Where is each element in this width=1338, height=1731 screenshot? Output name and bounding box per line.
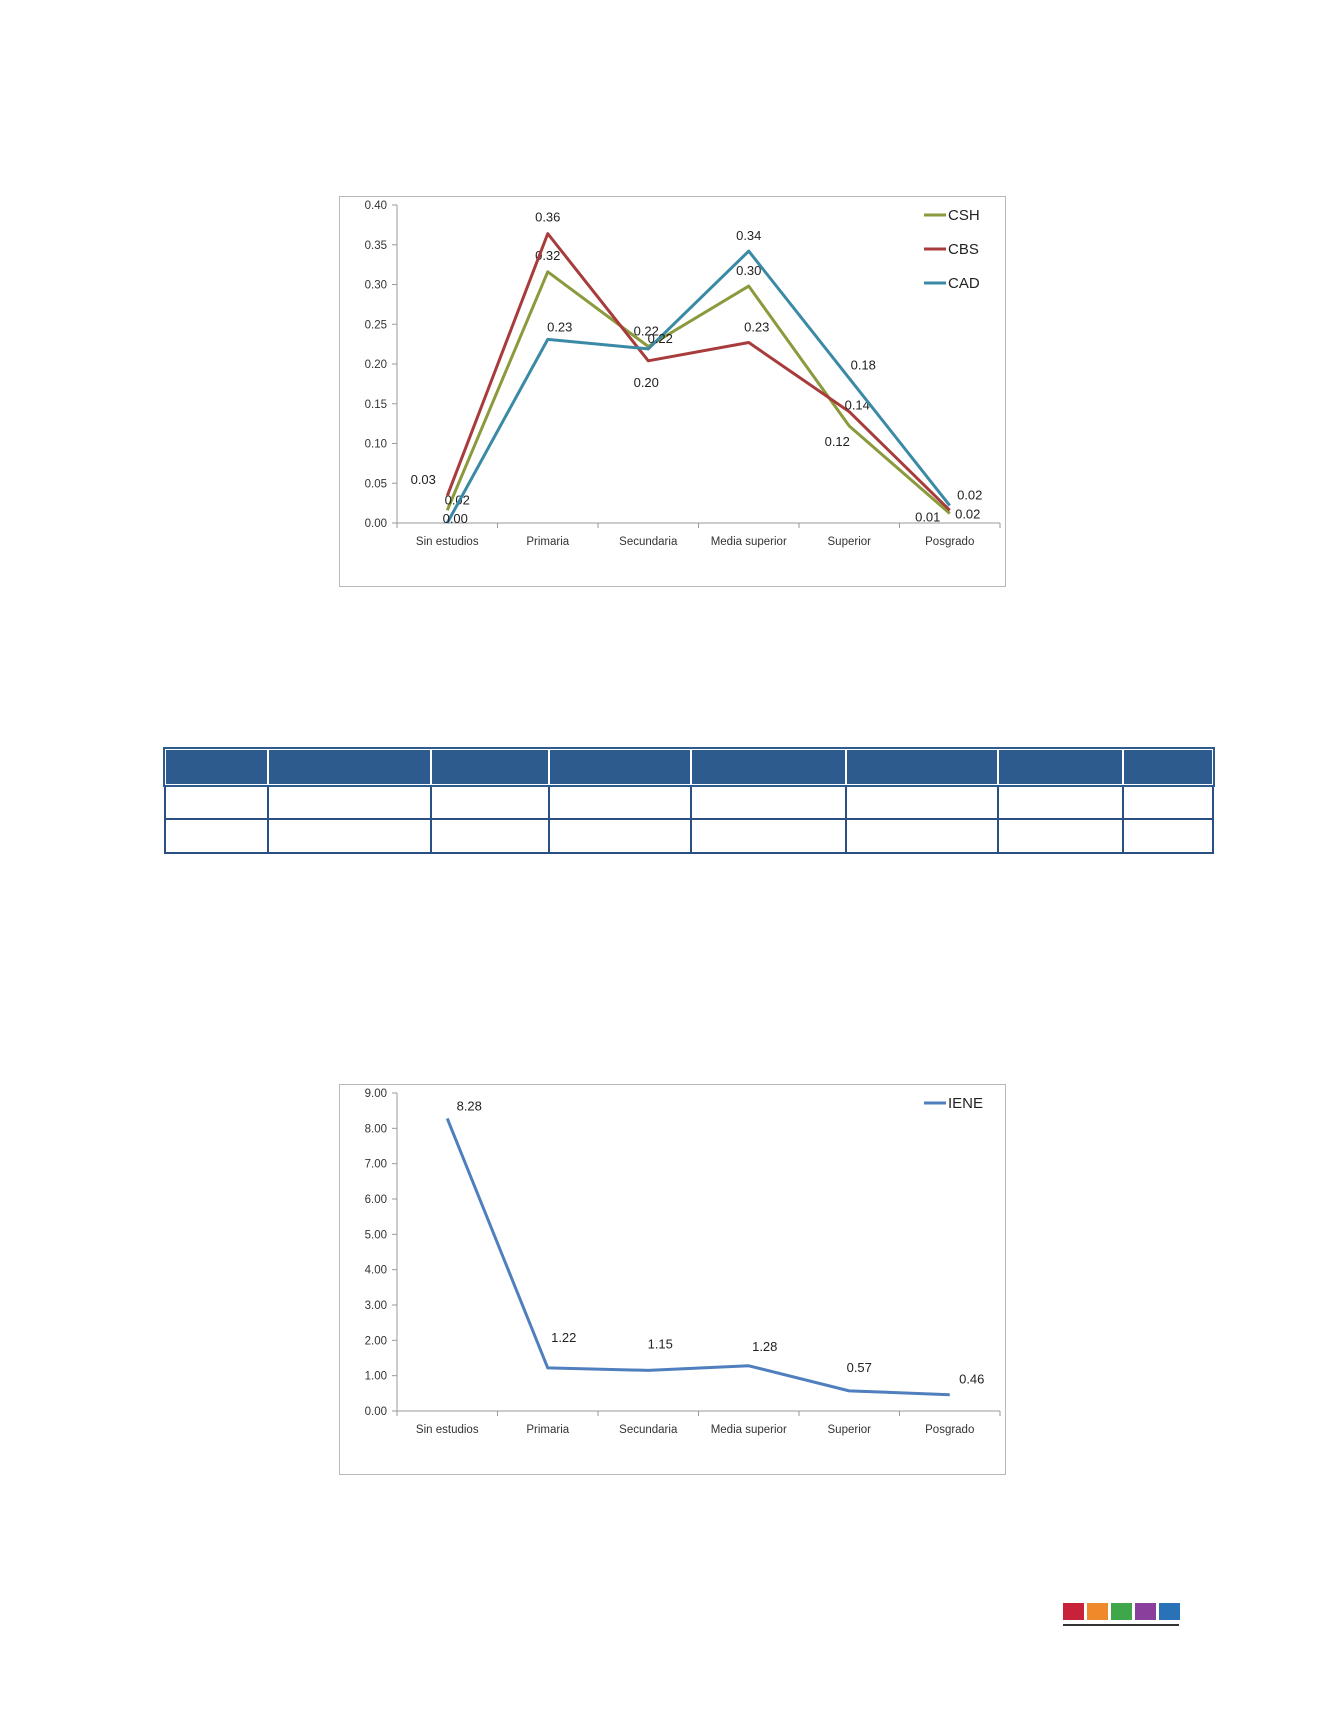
x-tick-label: Posgrado: [925, 1424, 974, 1436]
data-label: 0.12: [825, 434, 850, 449]
footer-color-block: [1087, 1603, 1108, 1620]
data-label: 0.02: [957, 488, 982, 503]
table-cell: [430, 784, 550, 820]
table-cell: [548, 784, 692, 820]
y-tick-label: 1.00: [365, 1371, 387, 1383]
header-cell: [548, 748, 692, 786]
education-chart-csh-cbs-cad: 0.00 0.05 0.10 0.15 0.20 0.25 0.30 0.35 0.40 Sin …: [339, 196, 1006, 587]
data-label: 0.00: [443, 511, 468, 526]
table-header-row: [163, 747, 1215, 787]
y-tick-label: 0.30: [365, 280, 387, 292]
x-tick-label: Sin estudios: [416, 536, 479, 548]
x-tick-label: Media superior: [711, 536, 787, 548]
table-cell: [164, 818, 269, 854]
legend-label: CSH: [948, 207, 980, 224]
y-tick-label: 0.05: [365, 478, 387, 490]
series-line-iene: [445, 1117, 950, 1397]
footer-color-block: [1111, 1603, 1132, 1620]
header-cell: [997, 748, 1124, 786]
data-label: 8.28: [457, 1098, 482, 1113]
footer-color-block: [1135, 1603, 1156, 1620]
x-tick-label: Media superior: [711, 1424, 787, 1436]
x-tick-label: Sin estudios: [416, 1424, 479, 1436]
y-tick-label: 5.00: [365, 1229, 387, 1241]
table-cell: [430, 818, 550, 854]
y-tick-label: 3.00: [365, 1300, 387, 1312]
iene-chart: 0.00 1.00 2.00 3.00 4.00 5.00 6.00 7.00 8.00 9.00…: [339, 1084, 1006, 1475]
legend-label: CBS: [948, 241, 979, 258]
y-tick-label: 0.15: [365, 399, 387, 411]
series-line-csh: [445, 270, 951, 515]
data-label: 0.02: [955, 506, 980, 521]
y-tick-label: 0.25: [365, 319, 387, 331]
data-label: 0.23: [744, 320, 769, 335]
y-tick-label: 0.00: [365, 1406, 387, 1418]
x-tick-label: Posgrado: [925, 536, 974, 548]
table-cell: [690, 784, 847, 820]
data-label: 0.22: [648, 331, 673, 346]
data-label: 0.30: [736, 263, 761, 278]
data-label: 0.18: [851, 357, 876, 372]
data-label: 0.46: [959, 1372, 984, 1387]
x-tick-label: Secundaria: [619, 1424, 678, 1436]
footer-rule: [1063, 1624, 1179, 1626]
x-tick-label: Secundaria: [619, 536, 678, 548]
table-cell: [267, 784, 432, 820]
data-label: 1.28: [752, 1339, 777, 1354]
y-tick-label: 0.10: [365, 439, 387, 451]
x-tick-label: Primaria: [526, 536, 569, 548]
y-tick-label: 0.20: [365, 359, 387, 371]
x-tick-label: Superior: [828, 1424, 872, 1436]
header-cell: [164, 748, 269, 786]
series-line-cad: [445, 249, 951, 524]
table-cell: [1122, 818, 1214, 854]
header-cell: [845, 748, 999, 786]
data-label: 1.15: [648, 1336, 673, 1351]
line-chart-svg: 0.00 0.05 0.10 0.15 0.20 0.25 0.30 0.35 0.40 Sin …: [365, 200, 1001, 548]
header-cell: [267, 748, 432, 786]
data-label: 0.22: [634, 324, 659, 339]
data-label: 0.23: [547, 319, 572, 334]
data-label: 0.03: [411, 472, 436, 487]
y-tick-label: 6.00: [365, 1194, 387, 1206]
y-tick-label: 9.00: [365, 1088, 387, 1100]
data-label: 1.22: [551, 1330, 576, 1345]
footer-color-block: [1159, 1603, 1180, 1620]
table-cell: [845, 818, 999, 854]
series-line-cbs: [445, 232, 951, 512]
legend-label: CAD: [948, 275, 980, 292]
table-cell: [997, 784, 1124, 820]
y-tick-label: 0.35: [365, 240, 387, 252]
footer-color-block: [1063, 1603, 1084, 1620]
table-row: [164, 818, 1214, 854]
y-tick-label: 8.00: [365, 1123, 387, 1135]
header-cell: [1122, 748, 1214, 786]
data-label: 0.01: [915, 509, 940, 524]
table-cell: [164, 784, 269, 820]
data-label: 0.36: [535, 210, 560, 225]
data-label: 0.57: [847, 1360, 872, 1375]
y-tick-label: 7.00: [365, 1159, 387, 1171]
table-cell: [267, 818, 432, 854]
line-chart-svg: 0.00 1.00 2.00 3.00 4.00 5.00 6.00 7.00 8.00 9.00…: [365, 1088, 1001, 1436]
y-tick-label: 2.00: [365, 1335, 387, 1347]
x-tick-label: Superior: [828, 536, 872, 548]
y-tick-label: 0.00: [365, 518, 387, 530]
header-cell: [430, 748, 550, 786]
table-cell: [690, 818, 847, 854]
table-cell: [997, 818, 1124, 854]
table-cell: [1122, 784, 1214, 820]
y-tick-label: 0.40: [365, 200, 387, 212]
data-label: 0.14: [845, 398, 870, 413]
table-cell: [845, 784, 999, 820]
y-tick-label: 4.00: [365, 1265, 387, 1277]
data-label: 0.34: [736, 228, 761, 243]
table-row: [164, 784, 1214, 820]
data-label: 0.20: [634, 375, 659, 390]
x-tick-label: Primaria: [526, 1424, 569, 1436]
legend-label: IENE: [948, 1095, 983, 1112]
table-cell: [548, 818, 692, 854]
header-cell: [690, 748, 847, 786]
data-table: [163, 747, 1215, 854]
